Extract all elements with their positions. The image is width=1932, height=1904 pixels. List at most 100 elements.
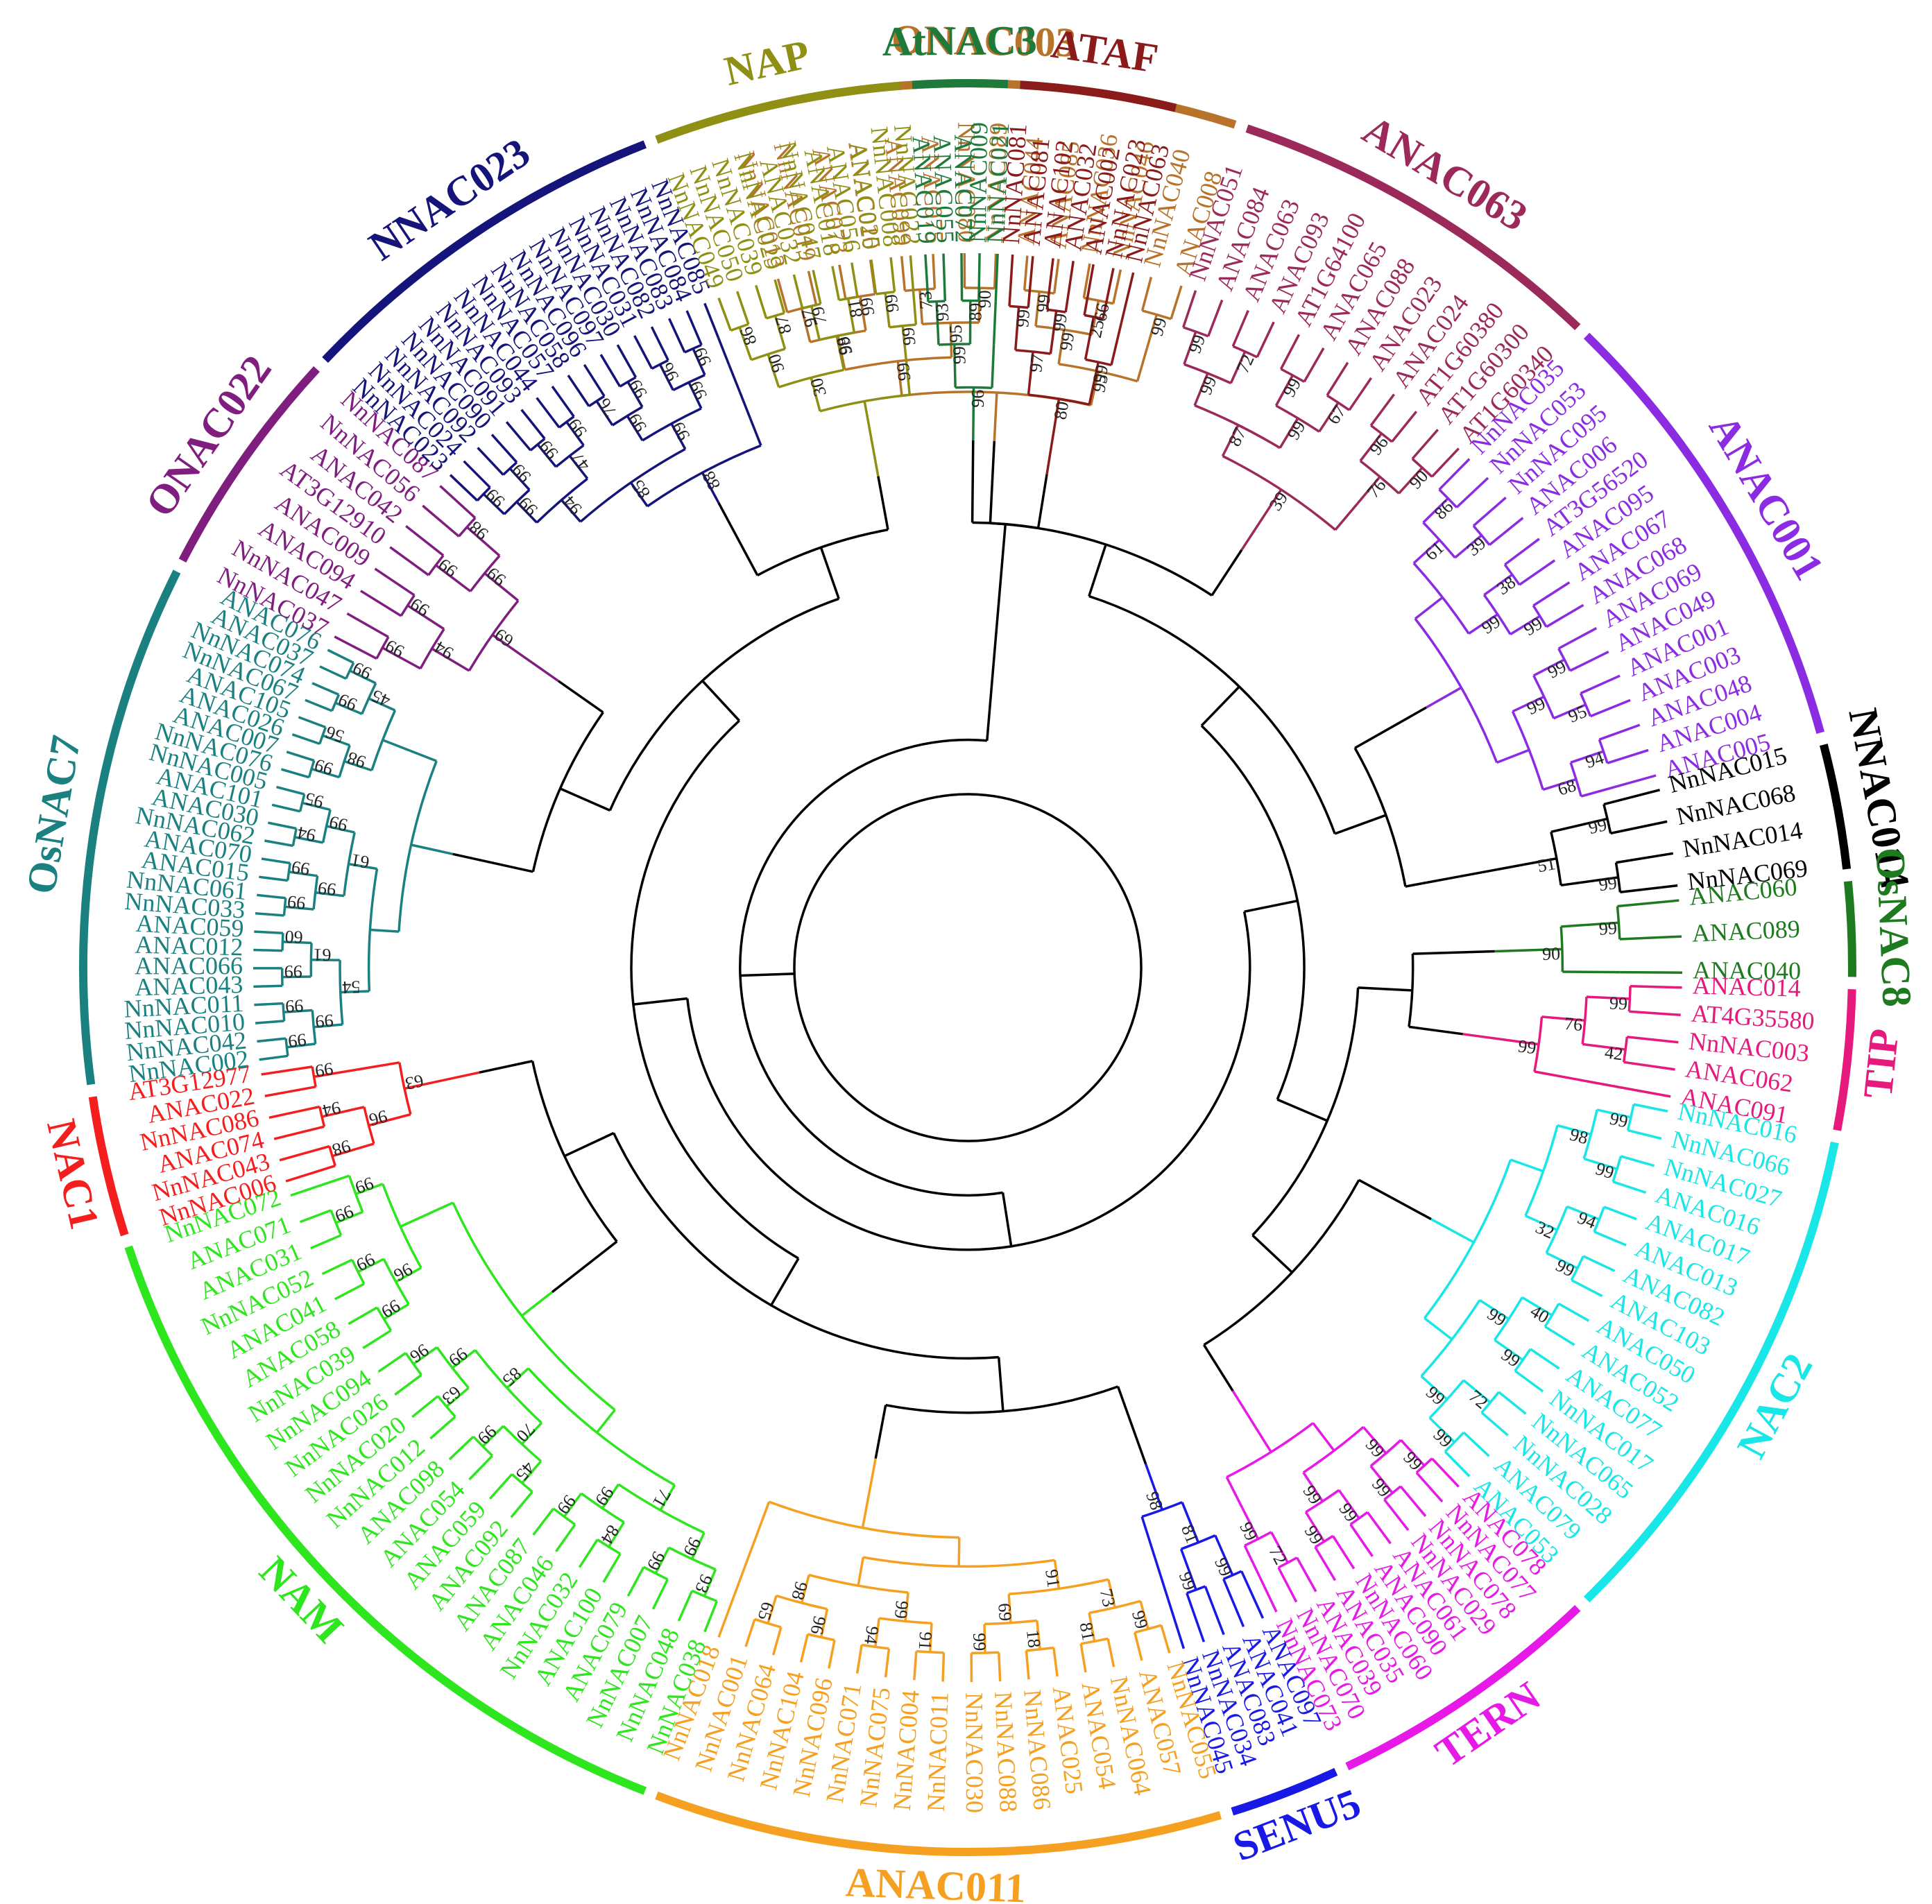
- backbone-branch: [1405, 875, 1460, 888]
- leaf-label: ANAC059: [135, 909, 245, 943]
- bootstrap-value: 99: [287, 1029, 307, 1052]
- clade-stem: [1462, 1033, 1539, 1046]
- branch: [255, 1020, 284, 1024]
- branch: [1083, 264, 1095, 316]
- branch: [1179, 1548, 1197, 1590]
- branch: [1024, 289, 1054, 295]
- branch: [377, 1352, 407, 1373]
- clade-stem: [1458, 857, 1557, 878]
- clade-arc-anac011: [655, 1791, 1222, 1856]
- branch: [527, 1367, 676, 1486]
- bootstrap-value: 38: [1493, 572, 1519, 599]
- branch: [912, 290, 918, 325]
- branch: [334, 635, 377, 660]
- branch: [346, 612, 389, 638]
- branch: [561, 499, 582, 523]
- branch: [1498, 1391, 1527, 1415]
- branch: [608, 1521, 625, 1547]
- branch: [1596, 1108, 1632, 1119]
- branch: [1089, 371, 1100, 406]
- branch: [1193, 372, 1209, 406]
- bootstrap-value: 85: [499, 1364, 526, 1391]
- branch: [703, 1600, 719, 1633]
- branch: [338, 744, 351, 778]
- branch: [626, 1566, 645, 1597]
- branch: [1028, 393, 1090, 406]
- branch: [510, 1491, 533, 1518]
- branch: [1619, 1086, 1671, 1098]
- bootstrap-value: 99: [515, 493, 542, 520]
- branch: [1034, 291, 1041, 327]
- branch: [1558, 1302, 1590, 1322]
- bootstrap-value: 72: [1465, 1386, 1492, 1413]
- branch: [819, 331, 855, 341]
- branch: [1332, 1535, 1356, 1570]
- branch: [1545, 1206, 1568, 1254]
- bootstrap-value: 60: [284, 927, 303, 947]
- branch: [282, 898, 287, 916]
- bootstrap-value: 99: [1517, 1036, 1538, 1058]
- branch: [536, 443, 557, 468]
- bootstrap-value: 96: [407, 1340, 433, 1367]
- bootstrap-value: 99: [1335, 1499, 1362, 1525]
- branch: [502, 461, 518, 476]
- bootstrap-value: 99: [1299, 1482, 1326, 1508]
- branch: [595, 400, 614, 427]
- clade-arc-onac022: [178, 366, 320, 563]
- clade-stem: [861, 1458, 877, 1528]
- bootstrap-value: 69: [490, 624, 517, 651]
- bootstrap-value: 99: [434, 554, 461, 581]
- leaf-label: NnNAC089: [980, 122, 1012, 243]
- branch: [738, 391, 752, 420]
- bootstrap-value: 99: [1301, 1522, 1327, 1547]
- branch: [289, 870, 318, 877]
- branch: [1468, 613, 1498, 635]
- leaf-label: NnNAC009: [964, 122, 993, 243]
- branch: [1582, 1255, 1616, 1272]
- branch: [1462, 1379, 1491, 1404]
- clade-label-onac003: ONAC003: [891, 17, 1077, 66]
- branch: [905, 360, 912, 395]
- bootstrap-value: 99: [1049, 312, 1071, 333]
- bootstrap-value: 99: [474, 1421, 501, 1448]
- branch: [276, 785, 305, 796]
- branch: [321, 809, 332, 843]
- branch: [1412, 539, 1441, 565]
- backbone-branch: [986, 524, 1007, 741]
- clade-label-nap: NAP: [720, 31, 814, 94]
- branch: [751, 348, 786, 361]
- bootstrap-value: 99: [1089, 363, 1113, 385]
- branch: [810, 377, 821, 412]
- leaf-labels: NnNAC013NnNAC019ANAC073ANAC010ANAC099ANA…: [123, 122, 1815, 1813]
- branch: [838, 264, 847, 300]
- backbone-branch: [558, 680, 604, 714]
- bootstrap-value: 99: [284, 961, 302, 981]
- branch: [1243, 1545, 1261, 1578]
- backbone-branch: [819, 547, 840, 599]
- leaf-label: NnNAC088: [989, 1691, 1023, 1813]
- bootstrap-value: 90: [1542, 943, 1561, 964]
- branch: [286, 863, 291, 881]
- branch: [602, 1553, 622, 1583]
- leaf-label: NnNAC011: [123, 989, 245, 1023]
- branch: [1349, 1523, 1374, 1557]
- branch: [800, 1575, 810, 1604]
- bootstrap-value: 99: [1609, 993, 1627, 1013]
- branch: [616, 344, 638, 378]
- branch: [508, 468, 531, 491]
- branch: [515, 501, 538, 524]
- bootstrap-value: 96: [367, 1106, 390, 1131]
- branch: [314, 1068, 357, 1079]
- branch: [568, 455, 589, 480]
- branch: [913, 1651, 918, 1681]
- branch: [629, 481, 649, 507]
- tree-root-circle: [793, 793, 1143, 1142]
- bootstrap-value: 39: [1265, 488, 1292, 515]
- leaf-label: ANAC019: [907, 135, 941, 245]
- branch: [411, 1395, 439, 1418]
- branch: [422, 504, 460, 538]
- backbone-branch: [997, 1357, 1005, 1412]
- branch: [831, 266, 841, 301]
- branch: [916, 1649, 944, 1654]
